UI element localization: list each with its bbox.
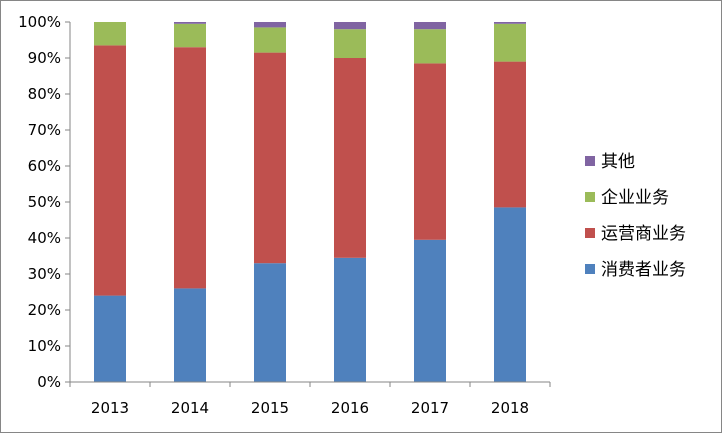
axes-layer [65, 21, 551, 387]
bar-segment-2014-series-3 [174, 22, 206, 24]
x-tick-label: 2016 [331, 399, 369, 417]
legend-label: 其他 [601, 152, 635, 172]
y-tick-label: 20% [28, 301, 61, 319]
x-tick-label: 2015 [251, 399, 289, 417]
bar-segment-2018-series-1 [494, 61, 526, 208]
bar-segment-2016-series-2 [334, 29, 366, 58]
legend-swatch [585, 192, 595, 202]
x-tick-label: 2017 [411, 399, 449, 417]
bar-segment-2015-series-2 [254, 27, 286, 53]
bar-segment-2017-series-3 [414, 22, 446, 30]
bar-segment-2018-series-0 [494, 207, 526, 382]
bar-segment-2018-series-2 [494, 23, 526, 62]
bar-segment-2013-series-1 [94, 45, 126, 296]
y-tick-label: 80% [28, 85, 61, 103]
bar-segment-2013-series-0 [94, 295, 126, 382]
bar-segment-2015-series-3 [254, 22, 286, 28]
y-tick-label: 40% [28, 229, 61, 247]
y-tick-label: 0% [37, 373, 61, 391]
y-tick-label: 70% [28, 121, 61, 139]
bar-segment-2018-series-3 [494, 22, 526, 24]
legend-label: 消费者业务 [601, 260, 686, 280]
x-tick-labels: 2013 2014 2015 2016 2017 2018 [91, 399, 529, 417]
bars-layer [94, 22, 526, 382]
legend-swatch [585, 228, 595, 238]
bar-segment-2014-series-1 [174, 47, 206, 289]
y-tick-labels: 0% 10% 20% 30% 40% 50% 60% 70% 80% 90% 100% [18, 13, 61, 391]
bar-segment-2015-series-0 [254, 263, 286, 382]
legend-swatch [585, 156, 595, 166]
bar-segment-2013-series-2 [94, 22, 126, 46]
legend-label: 企业业务 [601, 188, 669, 208]
y-tick-label: 50% [28, 193, 61, 211]
bar-segment-2015-series-1 [254, 52, 286, 264]
legend-label: 运营商业务 [601, 224, 686, 244]
y-tick-label: 10% [28, 337, 61, 355]
bar-segment-2016-series-3 [334, 22, 366, 30]
bar-segment-2017-series-0 [414, 239, 446, 382]
x-tick-label: 2014 [171, 399, 209, 417]
bar-segment-2016-series-1 [334, 58, 366, 258]
y-tick-label: 30% [28, 265, 61, 283]
y-tick-label: 60% [28, 157, 61, 175]
bar-segment-2014-series-0 [174, 288, 206, 382]
legend-swatch [585, 264, 595, 274]
bar-segment-2014-series-2 [174, 23, 206, 48]
y-tick-label: 90% [28, 49, 61, 67]
x-tick-label: 2018 [491, 399, 529, 417]
x-tick-label: 2013 [91, 399, 129, 417]
bar-segment-2017-series-1 [414, 63, 446, 240]
bar-segment-2017-series-2 [414, 29, 446, 64]
y-tick-label: 100% [18, 13, 61, 31]
bar-segment-2016-series-0 [334, 257, 366, 382]
